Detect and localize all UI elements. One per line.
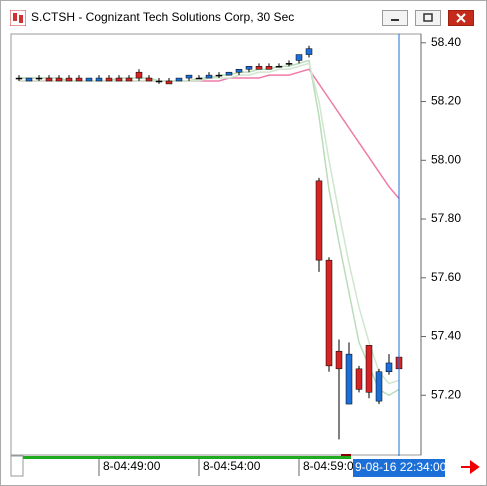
candle-body bbox=[45, 77, 53, 82]
app-icon bbox=[10, 10, 26, 26]
candle-body bbox=[115, 77, 123, 82]
scroll-box[interactable] bbox=[10, 455, 24, 477]
maximize-button[interactable] bbox=[415, 10, 441, 26]
candle-body bbox=[85, 77, 93, 82]
y-tick-label: 58.00 bbox=[431, 152, 461, 166]
y-tick-label: 57.20 bbox=[431, 387, 461, 401]
candle-body bbox=[275, 66, 283, 68]
minimize-button[interactable] bbox=[382, 10, 408, 26]
candle-body bbox=[25, 77, 33, 82]
y-tick-label: 57.80 bbox=[431, 211, 461, 225]
candle-body bbox=[155, 80, 163, 83]
y-tick-label: 58.40 bbox=[431, 35, 461, 49]
candle-body bbox=[135, 71, 143, 79]
candle-body bbox=[345, 353, 353, 405]
candle-body bbox=[205, 74, 213, 79]
candle-body bbox=[315, 180, 323, 261]
crosshair-label-box bbox=[353, 459, 445, 477]
close-icon bbox=[456, 13, 466, 23]
plot-area bbox=[10, 33, 422, 456]
crosshair-label: 9-08-16 22:34:00 bbox=[355, 460, 447, 474]
candle-body bbox=[295, 54, 303, 61]
candle-body bbox=[15, 77, 23, 80]
candle-body bbox=[65, 77, 73, 82]
y-tick-label: 57.40 bbox=[431, 329, 461, 343]
candle-body bbox=[75, 77, 83, 82]
candle-body bbox=[55, 77, 63, 82]
x-tick-label: 8-04:54:00 bbox=[203, 459, 261, 473]
candle-body bbox=[245, 66, 253, 70]
candle-body bbox=[255, 66, 263, 70]
candle-body bbox=[305, 48, 313, 55]
x-tick-label: 8-04:59:0 bbox=[303, 459, 354, 473]
candle-body bbox=[375, 371, 383, 402]
candle-body bbox=[195, 77, 203, 80]
candle-body bbox=[35, 77, 43, 80]
maximize-icon bbox=[423, 13, 433, 22]
candle-body bbox=[365, 345, 373, 393]
window-title: S.CTSH - Cognizant Tech Solutions Corp, … bbox=[31, 10, 295, 24]
candle-body bbox=[335, 350, 343, 370]
candle-body bbox=[355, 368, 363, 390]
y-tick-label: 58.20 bbox=[431, 94, 461, 108]
y-tick-label: 57.60 bbox=[431, 270, 461, 284]
minimize-icon bbox=[391, 19, 399, 21]
chart: 58.40 58.20 58.00 57.80 57.60 57.40 57.20 8-04:… bbox=[10, 33, 480, 477]
candle-body bbox=[385, 362, 393, 373]
x-tick-label: 8-04:49:00 bbox=[103, 459, 161, 473]
candle-body bbox=[215, 74, 223, 77]
candle-body bbox=[225, 71, 233, 76]
candle-body bbox=[125, 77, 133, 82]
candle-body bbox=[105, 77, 113, 82]
candle-body bbox=[235, 68, 243, 73]
candle-body bbox=[325, 259, 333, 367]
candle-body bbox=[145, 77, 153, 82]
candle-body bbox=[265, 66, 273, 70]
candle-body bbox=[185, 74, 193, 79]
candle-body bbox=[165, 80, 173, 85]
close-button[interactable] bbox=[448, 10, 474, 26]
title-bar: S.CTSH - Cognizant Tech Solutions Corp, … bbox=[1, 1, 486, 33]
candle-body bbox=[285, 63, 293, 65]
scroll-right-arrow[interactable] bbox=[461, 460, 480, 474]
candle-body bbox=[95, 77, 103, 82]
candle-body bbox=[175, 77, 183, 82]
